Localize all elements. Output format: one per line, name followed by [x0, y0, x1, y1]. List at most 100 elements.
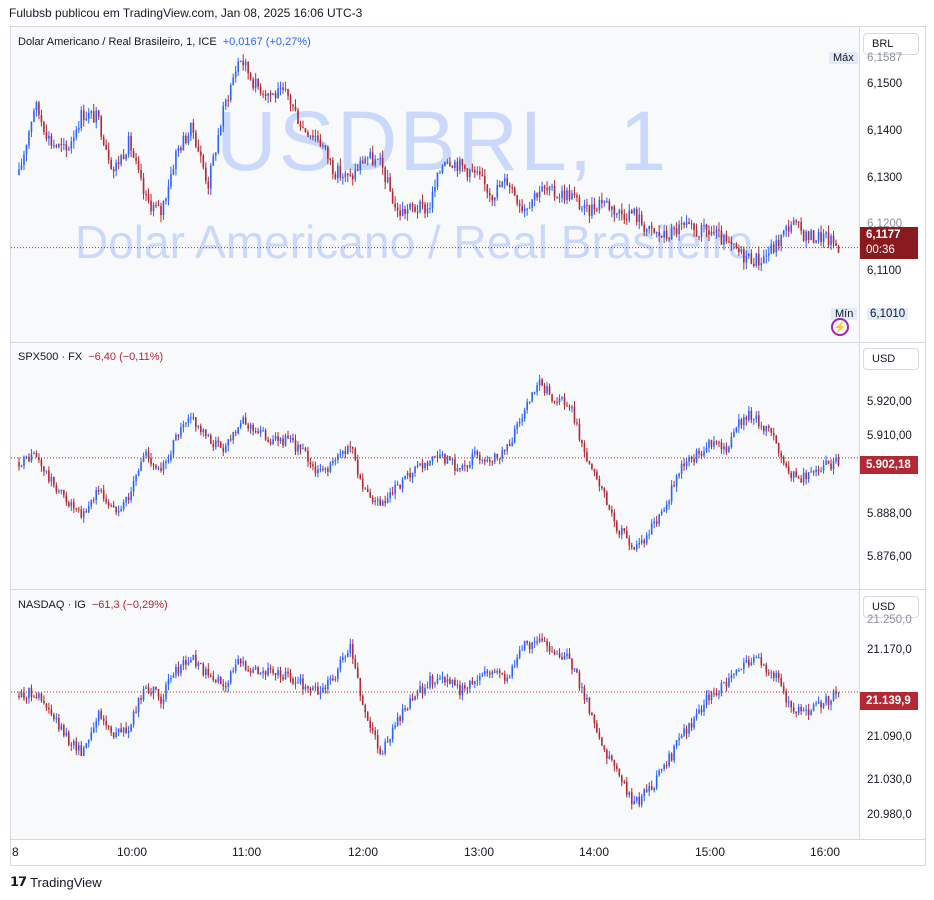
candle-body: [832, 461, 835, 470]
candle-body: [376, 499, 379, 501]
candle-body: [399, 484, 401, 489]
candle-body: [185, 660, 187, 665]
candle-body: [406, 209, 409, 214]
candle-body: [650, 523, 653, 535]
candle-body: [112, 169, 115, 172]
candle-body: [663, 230, 665, 238]
candle-body: [513, 665, 516, 667]
candle-body: [815, 240, 817, 243]
candle-body: [349, 446, 352, 448]
candle-body: [222, 106, 225, 127]
candle-body: [705, 224, 708, 231]
candle-body: [693, 223, 695, 230]
spx500-pane[interactable]: SPX500 · FX −6,40 (−0,11%): [11, 343, 859, 589]
candle-body: [802, 472, 805, 483]
candle-body: [713, 441, 715, 447]
usd-currency-button[interactable]: USD: [863, 596, 919, 618]
pane-divider[interactable]: [11, 589, 925, 590]
candle-body: [675, 740, 678, 746]
candle-body: [33, 452, 35, 454]
candle-body: [832, 690, 835, 701]
candle-body: [451, 458, 454, 461]
candle-body: [182, 424, 185, 428]
candle-body: [401, 209, 404, 216]
candle-body: [349, 175, 352, 177]
candle-body: [202, 663, 205, 675]
candle-body: [217, 677, 220, 683]
candle-body: [254, 431, 257, 433]
candle-body: [55, 717, 58, 720]
candle-body: [50, 135, 53, 146]
pane-divider[interactable]: [11, 342, 925, 343]
candle-body: [327, 468, 329, 472]
candle-body: [43, 122, 45, 133]
candle-body: [205, 167, 207, 181]
candle-body: [790, 224, 792, 232]
candle-body: [105, 499, 107, 503]
candle-body: [469, 464, 471, 468]
spx500-symbol: SPX500 · FX: [18, 351, 83, 363]
brl-currency-button[interactable]: BRL: [863, 33, 919, 55]
candle-body: [668, 753, 670, 766]
usd-currency-button[interactable]: USD: [863, 348, 919, 370]
price-tick: 6,1100: [867, 265, 902, 277]
candle-body: [538, 638, 541, 642]
candle-body: [444, 454, 446, 464]
tradingview-footer[interactable]: 𝟭𝟳 TradingView: [10, 874, 102, 890]
candle-body: [713, 692, 715, 694]
candle-body: [640, 214, 643, 225]
candle-body: [673, 745, 675, 761]
candle-body: [790, 472, 792, 479]
candle-body: [623, 781, 626, 783]
candle-body: [538, 379, 541, 386]
candle-body: [436, 172, 439, 187]
candle-body: [379, 157, 381, 159]
candle-body: [304, 686, 307, 690]
candle-body: [822, 233, 825, 242]
usdbrl-last-price: 6,1177: [866, 229, 901, 241]
candle-body: [601, 200, 603, 203]
candle-body: [229, 84, 232, 101]
candle-body: [157, 205, 160, 207]
candle-body: [508, 676, 511, 678]
candle-body: [700, 453, 703, 456]
nasdaq-pane[interactable]: NASDAQ · IG −61,3 (−0,29%): [11, 590, 859, 839]
candle-body: [227, 100, 230, 102]
candle-body: [299, 678, 302, 683]
candle-body: [87, 506, 90, 513]
candle-body: [464, 465, 466, 467]
candle-body: [224, 100, 227, 107]
candle-body: [625, 219, 628, 221]
candle-body: [65, 144, 68, 150]
usdbrl-pane[interactable]: USDBRL, 1 Dolar Americano / Real Brasile…: [11, 27, 859, 342]
candle-body: [102, 136, 105, 145]
candle-body: [616, 521, 618, 532]
candle-body: [381, 500, 384, 506]
candle-body: [249, 424, 252, 429]
candle-body: [758, 253, 760, 266]
candle-body: [767, 672, 770, 674]
candle-body: [284, 88, 287, 90]
candle-body: [327, 679, 329, 690]
candle-body: [678, 738, 680, 741]
candle-body: [190, 660, 192, 663]
candle-body: [805, 231, 807, 241]
candle-body: [419, 201, 421, 212]
candle-body: [648, 785, 650, 792]
candle-body: [708, 230, 710, 235]
candle-body: [30, 687, 33, 697]
candle-body: [212, 443, 215, 448]
price-tick: 21.030,0: [867, 774, 912, 786]
candle-body: [322, 687, 324, 692]
candle-body: [162, 699, 165, 704]
candle-body: [23, 154, 25, 166]
candle-body: [299, 444, 302, 449]
candle-body: [541, 186, 543, 192]
candle-body: [795, 220, 797, 222]
candle-body: [613, 759, 616, 766]
candle-body: [130, 724, 132, 732]
candle-body: [100, 116, 102, 137]
candle-body: [573, 406, 576, 423]
candle-body: [782, 685, 785, 692]
lightning-icon[interactable]: ⚡: [831, 318, 849, 336]
